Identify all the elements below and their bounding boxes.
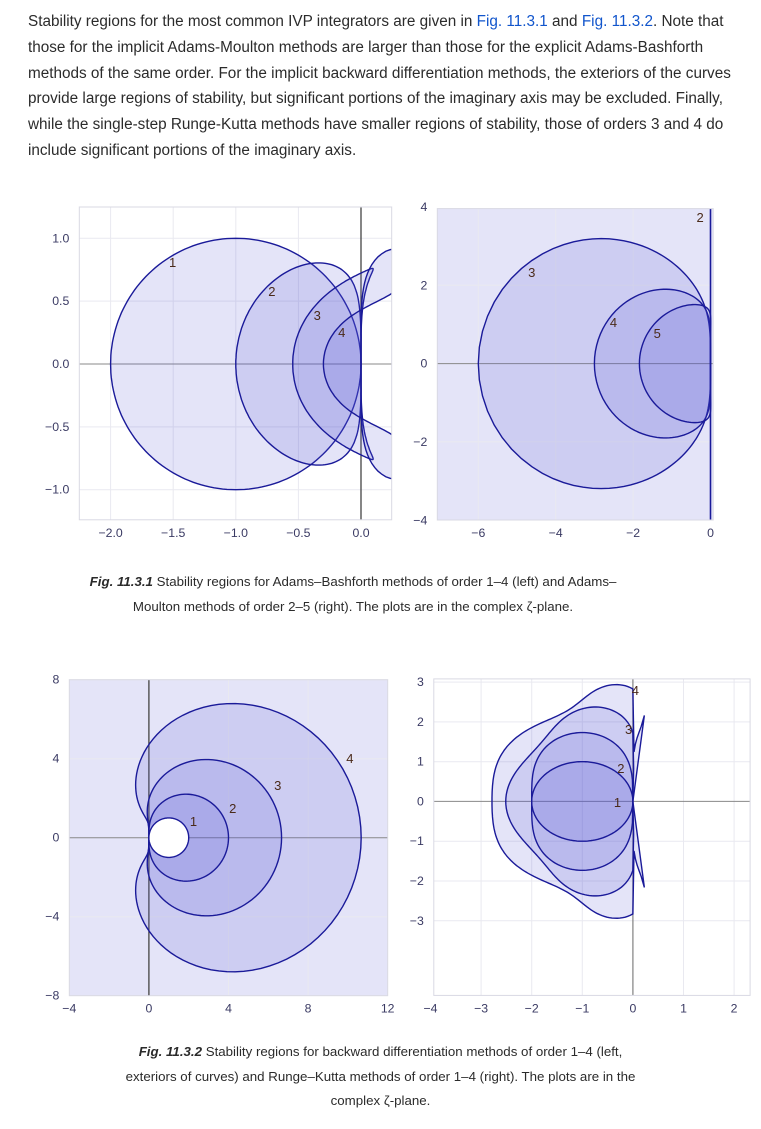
svg-text:−3: −3	[410, 914, 424, 928]
svg-text:0: 0	[52, 831, 59, 845]
svg-text:1: 1	[417, 755, 424, 769]
svg-text:5: 5	[654, 326, 661, 341]
svg-text:−0.5: −0.5	[45, 420, 69, 434]
svg-text:12: 12	[381, 1002, 395, 1016]
svg-text:4: 4	[338, 325, 345, 340]
svg-text:−1.5: −1.5	[161, 526, 185, 540]
svg-text:0: 0	[145, 1002, 152, 1016]
svg-text:−4: −4	[62, 1002, 76, 1016]
svg-text:2: 2	[417, 715, 424, 729]
svg-text:−4: −4	[549, 526, 563, 540]
svg-text:2: 2	[617, 761, 624, 776]
svg-text:0: 0	[417, 794, 424, 808]
svg-text:3: 3	[625, 722, 632, 737]
svg-text:−4: −4	[45, 910, 59, 924]
svg-text:0.0: 0.0	[352, 526, 369, 540]
svg-text:1: 1	[614, 795, 621, 810]
svg-text:3: 3	[314, 308, 321, 323]
svg-text:1.0: 1.0	[52, 231, 69, 245]
svg-text:−0.5: −0.5	[286, 526, 310, 540]
svg-text:3: 3	[274, 778, 281, 793]
svg-text:8: 8	[305, 1002, 312, 1016]
svg-text:−1: −1	[575, 1001, 589, 1015]
svg-text:1: 1	[680, 1001, 687, 1015]
svg-text:2: 2	[731, 1001, 738, 1015]
svg-text:0.0: 0.0	[52, 357, 69, 371]
svg-text:3: 3	[417, 675, 424, 689]
svg-text:0: 0	[707, 526, 714, 540]
svg-text:−1: −1	[410, 834, 424, 848]
svg-text:−2: −2	[413, 435, 427, 449]
svg-text:2: 2	[420, 278, 427, 292]
svg-text:−2: −2	[525, 1001, 539, 1015]
svg-text:−2: −2	[410, 874, 424, 888]
svg-text:−1.0: −1.0	[45, 483, 69, 497]
svg-text:2: 2	[268, 284, 275, 299]
svg-text:−3: −3	[474, 1001, 488, 1015]
svg-text:0: 0	[420, 357, 427, 371]
svg-text:4: 4	[610, 315, 617, 330]
svg-text:4: 4	[632, 683, 639, 698]
svg-text:4: 4	[225, 1002, 232, 1016]
svg-text:8: 8	[52, 673, 59, 687]
svg-text:2: 2	[696, 210, 703, 225]
svg-text:−4: −4	[423, 1001, 437, 1015]
svg-text:2: 2	[229, 801, 236, 816]
svg-text:0: 0	[629, 1001, 636, 1015]
svg-text:−1.0: −1.0	[224, 526, 248, 540]
svg-text:4: 4	[346, 751, 353, 766]
svg-text:−2.0: −2.0	[98, 526, 122, 540]
svg-text:0.5: 0.5	[52, 294, 69, 308]
svg-text:−6: −6	[471, 526, 485, 540]
svg-text:1: 1	[169, 255, 176, 270]
svg-text:4: 4	[52, 752, 59, 766]
svg-text:4: 4	[420, 200, 427, 214]
svg-text:−4: −4	[413, 513, 427, 527]
svg-text:1: 1	[190, 814, 197, 829]
svg-text:−2: −2	[626, 526, 640, 540]
svg-text:−8: −8	[45, 989, 59, 1003]
svg-text:3: 3	[528, 265, 535, 280]
